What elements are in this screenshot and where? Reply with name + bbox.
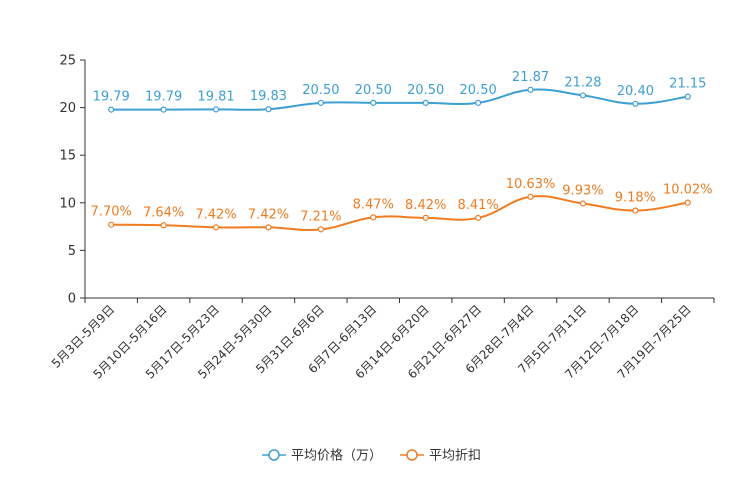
data-label: 21.28 xyxy=(564,75,601,90)
data-label: 19.81 xyxy=(197,89,234,104)
data-label: 19.79 xyxy=(145,90,182,105)
data-point xyxy=(579,92,587,99)
data-label: 20.50 xyxy=(460,83,497,98)
data-label: 7.70% xyxy=(91,205,132,220)
data-point xyxy=(108,221,115,228)
data-label: 19.79 xyxy=(93,90,130,105)
data-point xyxy=(579,200,587,207)
data-label: 8.47% xyxy=(353,197,394,212)
data-label: 7.21% xyxy=(300,209,341,224)
legend-marker-icon xyxy=(406,449,418,461)
y-tick-label: 5 xyxy=(68,244,76,259)
data-point xyxy=(265,224,272,231)
data-label: 10.63% xyxy=(506,177,556,192)
legend-label: 平均价格（万） xyxy=(291,448,382,464)
data-point xyxy=(632,100,639,107)
data-point xyxy=(475,214,482,222)
y-tick-label: 10 xyxy=(59,196,76,211)
data-label: 8.42% xyxy=(405,198,446,213)
data-point xyxy=(422,214,429,221)
data-label: 21.87 xyxy=(512,70,549,85)
data-point xyxy=(370,214,377,221)
data-label: 8.41% xyxy=(457,198,498,213)
data-point xyxy=(160,222,167,229)
legend-item-1: 平均价格（万） xyxy=(262,448,382,464)
y-tick-label: 20 xyxy=(59,101,76,116)
data-label: 21.15 xyxy=(669,77,706,92)
data-label: 19.83 xyxy=(250,89,287,104)
data-point xyxy=(684,93,691,100)
data-label: 9.93% xyxy=(562,183,603,198)
data-label-layer: 19.79 19.79 19.81 19.83 20.50 20.50 20.50 20.50… xyxy=(91,70,713,225)
legend-marker-icon xyxy=(268,449,280,461)
data-point xyxy=(317,226,324,233)
data-point xyxy=(527,86,534,93)
data-point xyxy=(527,193,534,200)
data-point xyxy=(684,199,691,206)
data-point xyxy=(632,207,639,214)
data-label: 20.40 xyxy=(617,84,654,99)
data-point xyxy=(317,99,324,106)
data-label: 7.42% xyxy=(195,207,236,222)
data-point xyxy=(422,99,429,106)
series-line-2 xyxy=(111,195,688,231)
y-tick-label: 15 xyxy=(59,149,76,164)
data-label: 20.50 xyxy=(407,83,444,98)
data-point xyxy=(475,99,482,106)
legend-label: 平均折扣 xyxy=(429,449,481,464)
data-label: 10.02% xyxy=(663,183,713,198)
data-point xyxy=(108,106,115,113)
data-point xyxy=(265,106,272,113)
data-point xyxy=(212,224,220,231)
series-layer xyxy=(108,86,691,233)
legend: 平均价格（万） 平均折扣 xyxy=(262,448,481,464)
data-point xyxy=(160,106,167,113)
data-label: 9.18% xyxy=(615,191,656,206)
y-tick-label: 25 xyxy=(59,54,76,69)
legend-item-2: 平均折扣 xyxy=(400,449,481,464)
data-label: 20.50 xyxy=(302,83,339,98)
data-label: 7.64% xyxy=(143,205,184,220)
y-tick-label: 0 xyxy=(68,292,76,307)
data-label: 20.50 xyxy=(355,83,392,98)
data-point xyxy=(370,99,377,106)
data-point xyxy=(212,106,220,113)
data-label: 7.42% xyxy=(248,207,289,222)
series-line-1 xyxy=(111,88,688,111)
